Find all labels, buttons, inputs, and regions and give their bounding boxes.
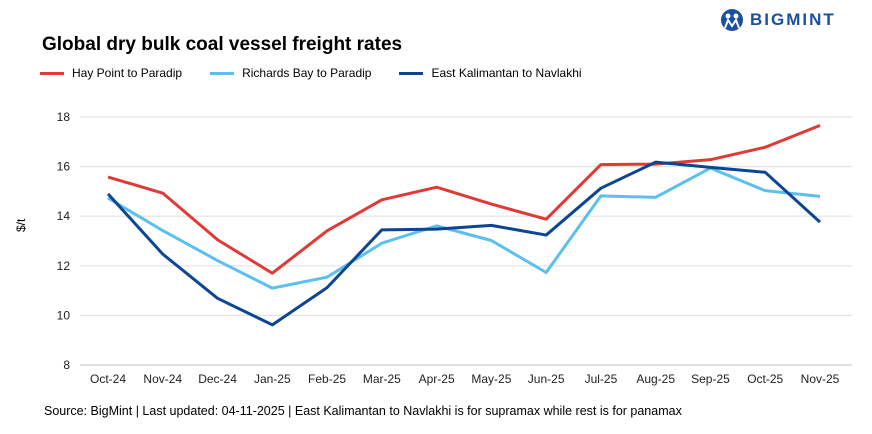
bigmint-logo: BIGMINT — [720, 8, 836, 32]
legend-swatch — [210, 71, 235, 75]
x-tick-label: Aug-25 — [636, 372, 675, 386]
legend-label: Richards Bay to Paradip — [242, 66, 372, 80]
series-line — [106, 160, 822, 327]
series-line — [107, 166, 821, 290]
legend-item: East Kalimantan to Navlakhi — [399, 66, 582, 80]
legend-label: Hay Point to Paradip — [72, 66, 183, 80]
legend-label: East Kalimantan to Navlakhi — [431, 66, 582, 80]
chart-title: Global dry bulk coal vessel freight rate… — [42, 34, 403, 55]
x-tick-label: Oct-24 — [90, 372, 126, 386]
x-tick-label: Nov-24 — [143, 372, 182, 386]
y-tick-label: 16 — [57, 160, 71, 174]
x-tick-label: Mar-25 — [363, 372, 401, 386]
x-tick-label: Jul-25 — [585, 372, 618, 386]
y-tick-label: 10 — [57, 308, 71, 322]
logo-icon — [721, 9, 743, 31]
source-note: Source: BigMint | Last updated: 04-11-20… — [44, 404, 682, 418]
x-tick-label: Dec-24 — [198, 372, 237, 386]
logo-text: BIGMINT — [750, 10, 836, 29]
series-line — [107, 124, 821, 275]
x-tick-label: Feb-25 — [308, 372, 346, 386]
y-tick-label: 8 — [63, 358, 70, 372]
x-tick-label: Jun-25 — [528, 372, 565, 386]
y-tick-label: 12 — [57, 259, 71, 273]
x-tick-label: May-25 — [471, 372, 511, 386]
legend-item: Hay Point to Paradip — [40, 66, 182, 80]
legend-swatch — [399, 71, 424, 75]
x-tick-label: Jan-25 — [254, 372, 291, 386]
x-tick-label: Oct-25 — [747, 372, 783, 386]
x-tick-label: Nov-25 — [801, 372, 840, 386]
legend-swatch — [40, 71, 64, 75]
x-tick-label: Apr-25 — [419, 372, 455, 386]
y-tick-label: 14 — [57, 209, 71, 223]
legend-item: Richards Bay to Paradip — [210, 66, 371, 80]
y-tick-label: 18 — [57, 110, 71, 124]
legend: Hay Point to Paradip Richards Bay to Par… — [40, 66, 582, 80]
x-tick-label: Sep-25 — [691, 372, 730, 386]
